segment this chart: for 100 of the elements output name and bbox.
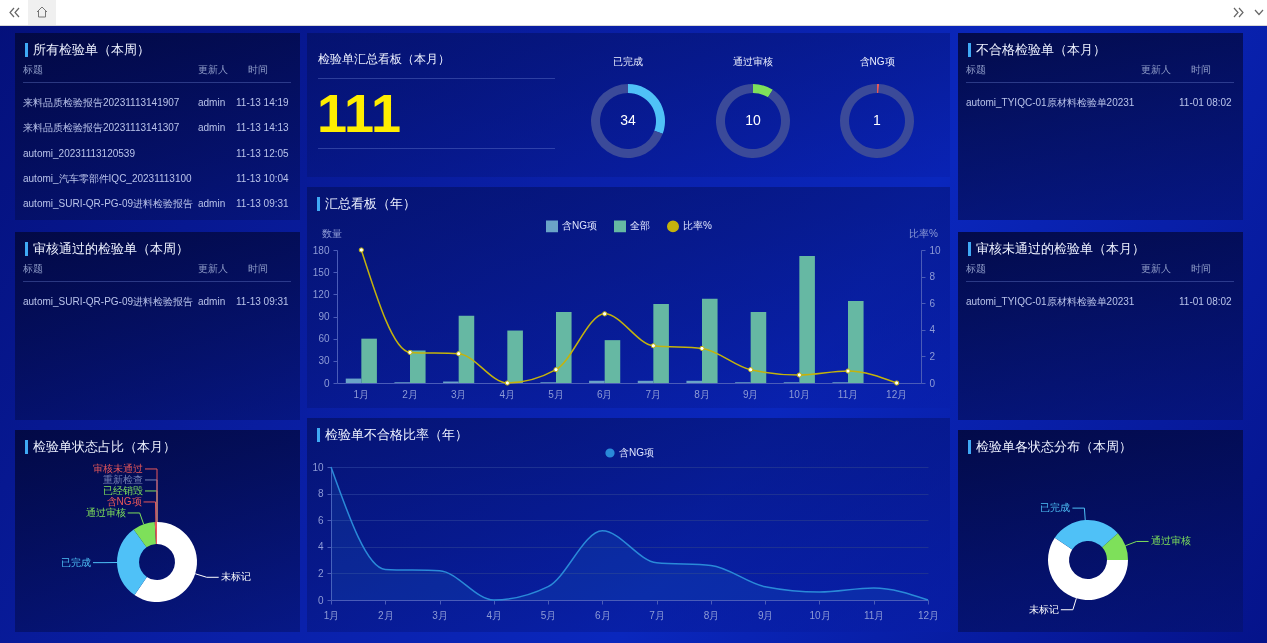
x-tick-label: 3月 [432,609,448,621]
x-tick-label: 6月 [595,609,611,621]
text: 所有检验单（本周） [25,42,150,57]
slice-label: 通过审核 [1150,535,1191,547]
slice-label: 已完成 [61,556,91,568]
y-tick-label: 30 [318,355,330,367]
slice-label: 未标记 [220,571,251,583]
chart-title: 检验单不合格比率（年） [317,427,468,442]
x-tick-label: 1月 [353,388,370,400]
text: 来料品质检验报告20231113141907 [23,97,180,108]
text: 11-13 10:04 [236,172,289,184]
text: 11-01 08:02 [1179,296,1232,307]
y-tick-label: 150 [312,266,330,278]
category-label: 标题 [23,263,43,275]
slice-label: 未标记 [1028,603,1059,615]
x-tick-label: 1月 [323,609,340,621]
x-tick-label: 5月 [548,388,564,400]
y-tick-label: 4 [317,541,324,553]
chart-title: 检验单状态占比（本月） [25,439,176,454]
data-label: 34 [620,112,636,128]
x-tick-label: 9月 [742,388,759,400]
chart-title: 已完成 [612,55,644,69]
category-label: 更新人 [1141,64,1171,76]
x-tick-label: 4月 [486,609,503,621]
text: 11-13 14:19 [236,97,289,108]
y2-axis-title: 比率% [909,227,939,239]
y2-tick-label: 0 [929,377,936,389]
text: automi_TYIQC-01原材料检验单20231 [966,296,1135,307]
category-label: 标题 [23,64,43,76]
text: automi_汽车零部件IQC_20231113100 [23,172,192,184]
category-label: 标题 [966,263,986,275]
y-tick-label: 180 [312,244,330,256]
y2-tick-label: 2 [929,350,936,362]
data-label: 1 [873,112,882,128]
category-label: 时间 [248,64,268,76]
chart-title: 含NG项 [858,55,896,69]
category-label: 时间 [1191,263,1211,275]
category-label: 更新人 [1141,263,1171,275]
y-tick-label: 0 [317,594,324,606]
text: 来料品质检验报告20231113141307 [23,122,180,134]
x-tick-label: 12月 [917,609,940,621]
text: automi_TYIQC-01原材料检验单20231 [966,97,1135,108]
category-label: 审核未通过 [93,462,143,474]
x-tick-label: 11月 [864,609,885,621]
y-tick-label: 60 [318,333,330,345]
text: automi_SURI-QR-PG-09进料检验报告 [23,296,194,307]
category-label: 更新人 [198,64,228,76]
x-tick-label: 11月 [837,388,859,400]
x-tick-label: 5月 [540,609,557,621]
y2-tick-label: 10 [929,244,942,256]
legend-label: 比率% [683,220,712,232]
text: 11-13 09:31 [236,296,289,307]
chart-title: 通过审核 [732,55,774,69]
chart-title: 检验单各状态分布（本周） [968,439,1132,454]
y-tick-label: 10 [312,461,324,473]
y2-tick-label: 6 [929,297,936,309]
legend-label: 全部 [630,220,650,232]
y2-tick-label: 4 [929,324,936,336]
legend-label: 含NG项 [619,447,654,458]
text: automi_SURI-QR-PG-09进料检验报告 [23,198,194,210]
slice-label: 已完成 [1040,502,1071,514]
text: 11-01 08:02 [1179,97,1232,108]
text: 审核通过的检验单（本周） [25,241,189,256]
y-tick-label: 2 [317,567,324,579]
y2-tick-label: 8 [929,271,936,283]
y-tick-label: 0 [323,377,330,389]
x-tick-label: 7月 [645,388,662,400]
y-tick-label: 120 [312,288,330,300]
x-tick-label: 4月 [499,388,516,400]
text: admin [198,97,226,108]
text: 111 [317,83,402,143]
text: admin [198,296,226,307]
y-tick-label: 8 [317,488,324,500]
category-label: 重新检查 [103,473,143,485]
x-tick-label: 2月 [377,609,394,621]
text: admin [198,198,226,210]
text: automi_20231113120539 [23,147,135,159]
text: 检验单汇总看板（本月） [318,52,450,66]
x-tick-label: 12月 [886,388,908,400]
category-label: 已经销毁 [103,484,143,496]
x-tick-label: 10月 [788,388,810,400]
x-tick-label: 6月 [596,388,613,400]
x-tick-label: 8月 [703,609,720,621]
category-label: 时间 [1191,64,1211,76]
category-label: 更新人 [198,263,228,275]
x-tick-label: 2月 [402,388,418,400]
text: 11-13 12:05 [236,147,289,159]
legend-label: 含NG项 [562,220,597,232]
text: 不合格检验单（本月） [968,42,1106,57]
slice-label: 含NG项 [106,495,142,507]
category-label: 标题 [966,64,986,76]
x-tick-label: 7月 [649,609,665,621]
x-tick-label: 10月 [809,609,831,621]
x-tick-label: 3月 [450,388,467,400]
x-tick-label: 9月 [757,609,774,621]
slice-label: 通过审核 [85,506,126,518]
chart-title: 汇总看板（年） [317,196,416,211]
y-axis-title: 数量 [321,227,342,239]
text: 11-13 09:31 [236,198,289,210]
data-label: 10 [745,112,761,128]
